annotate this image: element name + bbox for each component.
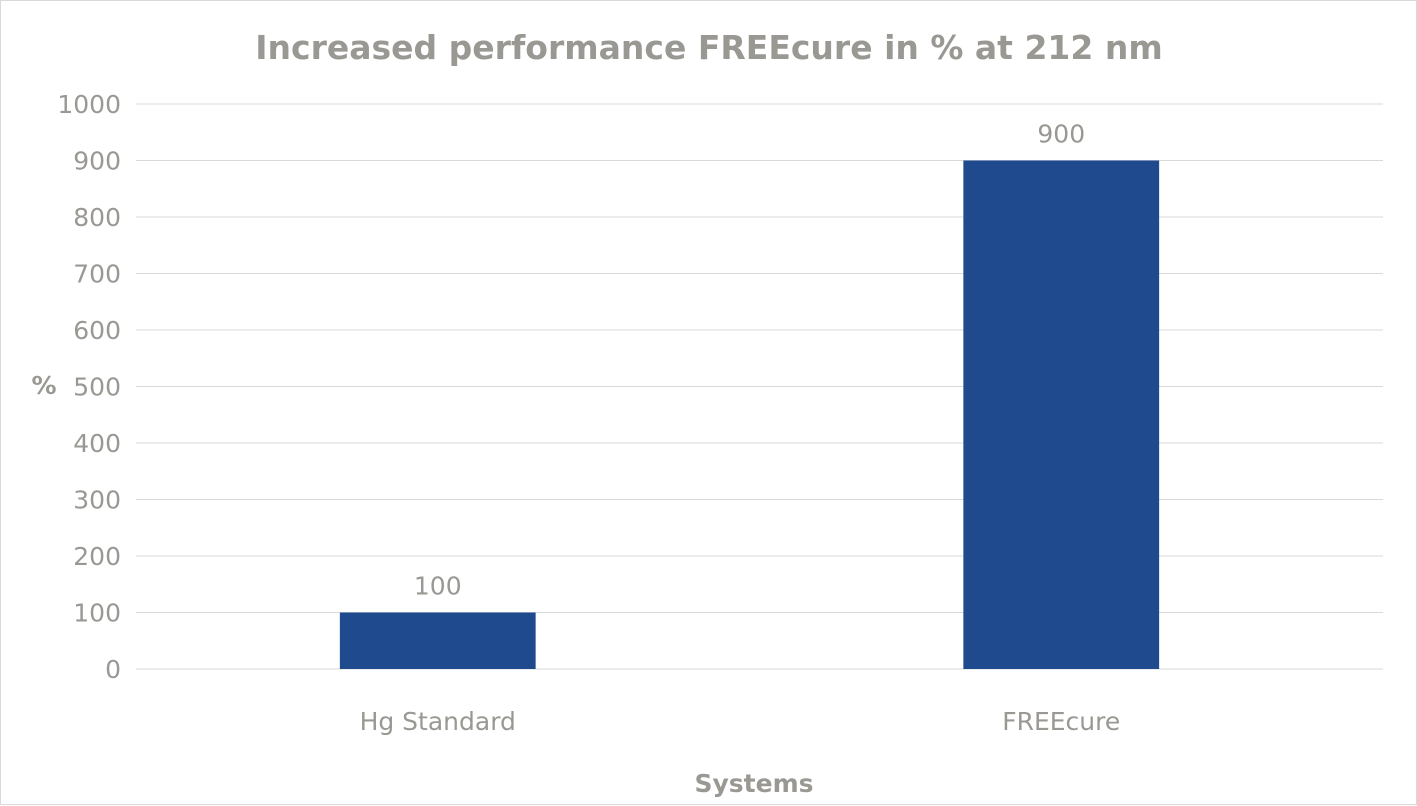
data-labels: 100 900 [414,120,1085,601]
x-category-label: FREEcure [1002,707,1120,736]
y-axis-title: % [31,371,56,400]
y-tick-label: 600 [73,316,121,345]
bar-value-label: 900 [1037,120,1085,149]
y-tick-label: 100 [73,599,121,628]
y-tick-label: 900 [73,147,121,176]
y-tick-label: 500 [73,373,121,402]
bars [339,160,1160,669]
bar-value-label: 100 [414,572,462,601]
y-tick-label: 400 [73,429,121,458]
y-axis-ticks: 0 100 200 300 400 500 600 700 800 900 1000 [57,90,121,684]
y-tick-label: 200 [73,542,121,571]
y-tick-label: 0 [105,655,121,684]
bar [339,612,536,669]
x-category-label: Hg Standard [360,707,516,736]
y-tick-label: 1000 [57,90,121,119]
y-tick-label: 800 [73,203,121,232]
gridlines [136,103,1383,670]
bar [963,160,1160,669]
x-axis-title: Systems [694,769,813,798]
y-tick-label: 700 [73,260,121,289]
y-tick-label: 300 [73,486,121,515]
x-axis-categories: Hg Standard FREEcure [360,707,1121,736]
chart-title: Increased performance FREEcure in % at 2… [255,28,1162,67]
